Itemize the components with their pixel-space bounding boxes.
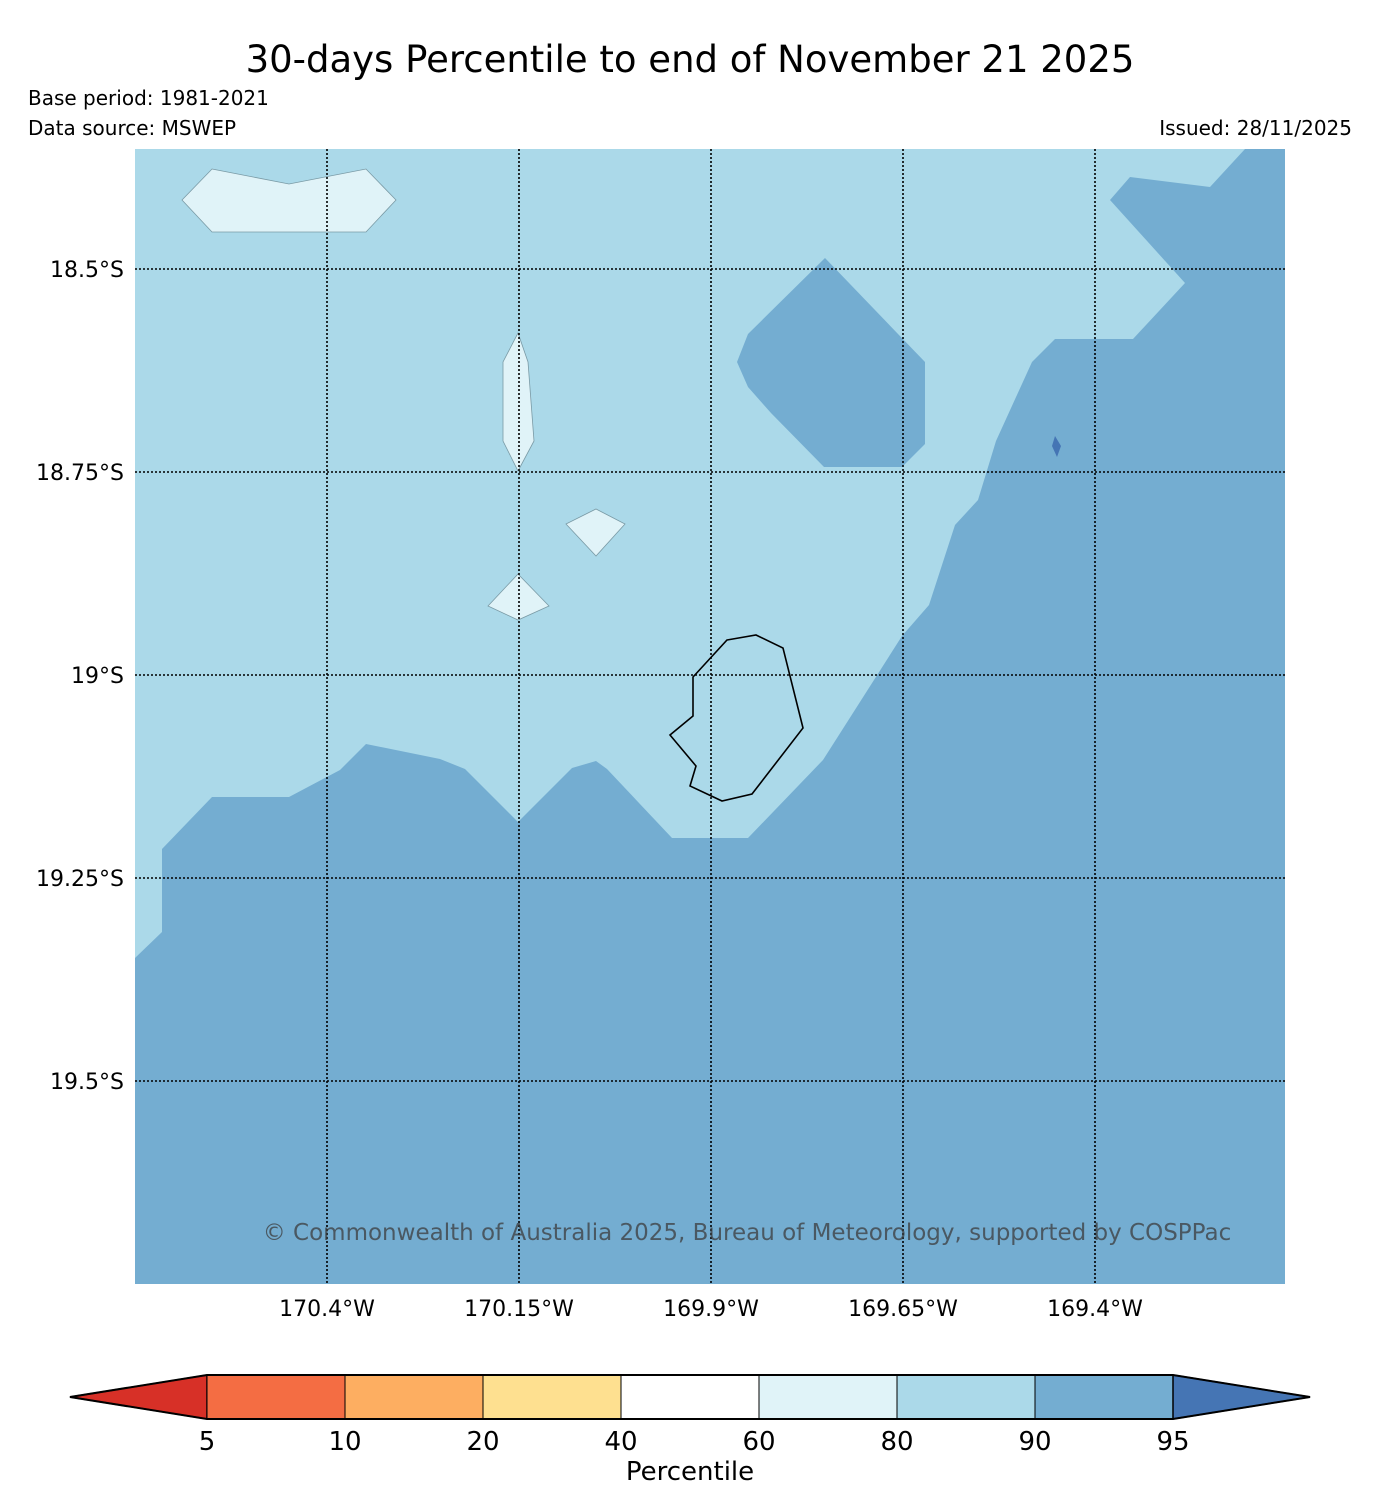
lat-label: 19°S (71, 664, 124, 689)
island-coastline (668, 634, 804, 802)
colorbar-segment (1172, 1374, 1311, 1420)
gridlines (135, 149, 1285, 1284)
lat-label: 18.5°S (50, 258, 124, 283)
copyright-notice: © Commonwealth of Australia 2025, Bureau… (263, 1220, 1232, 1246)
data-source: Data source: MSWEP (28, 116, 237, 140)
band-90-95-patch (737, 258, 925, 467)
colorbar-tick: 60 (742, 1427, 775, 1457)
band-95-plus-patch (1052, 436, 1061, 457)
colorbar-segment (482, 1374, 622, 1420)
band-90-95-region (135, 149, 1285, 1284)
colorbar-outline (69, 1374, 1311, 1420)
colorbar-segment (758, 1374, 898, 1420)
issued-date: Issued: 28/11/2025 (1159, 116, 1352, 140)
colorbar-segment (896, 1374, 1036, 1420)
map-title: 30-days Percentile to end of November 21… (245, 38, 1135, 81)
lat-label: 19.25°S (36, 867, 124, 892)
colorbar: 5 10 20 40 60 80 90 95 Percentile (69, 1374, 1311, 1487)
lon-label: 170.15°W (464, 1297, 574, 1322)
colorbar-tick: 95 (1156, 1427, 1189, 1457)
band-60-80-patch (565, 508, 626, 557)
colorbar-tick: 5 (199, 1427, 216, 1457)
band-60-80-patch (181, 168, 397, 233)
lon-label: 170.4°W (279, 1297, 375, 1322)
lon-label: 169.9°W (663, 1297, 759, 1322)
colorbar-tick: 20 (466, 1427, 499, 1457)
colorbar-tick: 80 (880, 1427, 913, 1457)
lat-label: 19.5°S (50, 1070, 124, 1095)
colorbar-segment (620, 1374, 760, 1420)
colorbar-segment (206, 1374, 346, 1420)
colorbar-segment (69, 1374, 208, 1420)
colorbar-tick: 90 (1018, 1427, 1051, 1457)
base-period: Base period: 1981-2021 (28, 86, 269, 110)
colorbar-label: Percentile (626, 1457, 754, 1487)
lon-label: 169.65°W (848, 1297, 958, 1322)
colorbar-tick: 10 (328, 1427, 361, 1457)
colorbar-segment (344, 1374, 484, 1420)
colorbar-tick: 40 (604, 1427, 637, 1457)
percentile-map: © Commonwealth of Australia 2025, Bureau… (135, 149, 1285, 1284)
lat-label: 18.75°S (36, 461, 124, 486)
colorbar-segment (1034, 1374, 1174, 1420)
lon-label: 169.4°W (1047, 1297, 1143, 1322)
